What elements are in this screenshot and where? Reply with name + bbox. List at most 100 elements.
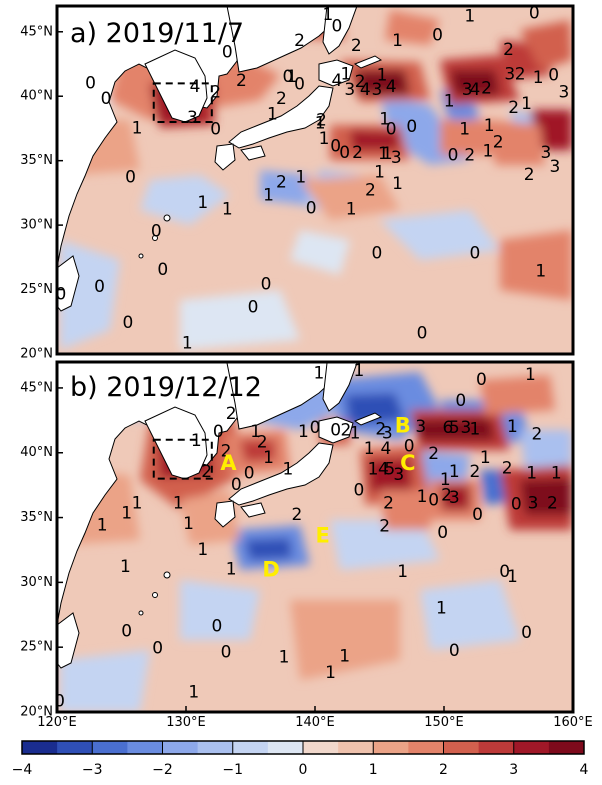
contour-label: 1 — [319, 129, 330, 149]
contour-label: 0 — [330, 136, 341, 156]
contour-label: 1 — [339, 646, 350, 666]
contour-label: 2 — [226, 404, 237, 424]
boxed-region-b — [152, 438, 213, 480]
contour-label: 1 — [313, 364, 324, 384]
y-tick-label: 35°N — [20, 153, 53, 168]
site-label-d: D — [262, 557, 279, 581]
y-tick-label: 30°N — [20, 218, 53, 233]
colorbar-tick-label: 2 — [439, 762, 448, 778]
contour-label: 2 — [493, 133, 504, 153]
contour-label: 0 — [157, 260, 168, 280]
contour-label: 1 — [392, 174, 403, 194]
y-tick-label: 40°N — [20, 89, 53, 104]
contour-label: 2 — [441, 486, 452, 506]
contour-label: 1 — [449, 462, 460, 482]
contour-label: 2 — [292, 505, 303, 525]
contour-label: 1 — [392, 31, 403, 51]
contour-label: 1 — [535, 262, 546, 282]
contour-label: 3 — [461, 418, 472, 438]
contour-label: 2 — [294, 31, 305, 51]
contour-label: 1 — [121, 504, 132, 524]
contour-label: 0 — [221, 642, 232, 662]
x-tick-label: 150°E — [424, 715, 464, 730]
colorbar-bin — [197, 741, 234, 754]
contour-label: 0 — [353, 480, 364, 500]
colorbar-tick-label: −2 — [152, 762, 173, 778]
contour-label: 0 — [261, 274, 272, 294]
colorbar-tick-label: 1 — [369, 762, 378, 778]
contour-label: 0 — [244, 463, 255, 483]
contour-label: 1 — [250, 422, 261, 442]
colorbar-bin — [303, 741, 339, 754]
contour-label: 4 — [190, 77, 201, 97]
contour-label: 2 — [201, 462, 212, 482]
contour-label: 2 — [276, 89, 287, 109]
colorbar-bin — [478, 741, 515, 754]
contour-label: 0 — [432, 26, 443, 46]
contour-label: 0 — [339, 143, 350, 163]
contour-label: 1 — [382, 144, 393, 164]
contour-label: 1 — [551, 463, 562, 483]
contour-label: 2 — [547, 493, 558, 513]
contour-label: 6 — [442, 418, 453, 438]
contour-label: 2 — [236, 71, 247, 91]
contour-label: 1 — [298, 422, 309, 442]
contour-label: 1 — [440, 470, 451, 490]
y-tick-label: 40°N — [20, 445, 53, 460]
contour-label: 0 — [294, 75, 305, 95]
colorbar-bin — [57, 741, 93, 754]
contour-label: 0 — [151, 222, 162, 242]
contour-label: 4 — [381, 439, 392, 459]
site-label-e: E — [316, 524, 330, 548]
contour-label: 2 — [375, 419, 386, 439]
panel-a-title: a) 2019/11/7 — [70, 18, 244, 49]
contour-label: 0 — [94, 277, 105, 297]
site-label-a: A — [220, 451, 237, 475]
colorbar-bin — [513, 741, 550, 754]
colorbar-tick-label: −4 — [12, 762, 33, 778]
contour-label: 0 — [248, 298, 259, 318]
contour-label: 0 — [406, 117, 417, 137]
contour-label: 1 — [322, 5, 333, 25]
contour-label: 0 — [521, 623, 532, 643]
contour-label: 1 — [507, 417, 518, 437]
boxed-region-a — [152, 82, 213, 124]
site-labels-b: A BC D E — [220, 414, 415, 582]
colorbar: −4 −3 −2 −1 0 1 2 3 4 — [12, 740, 589, 778]
contour-label: 2 — [531, 425, 542, 445]
y-tick-label: 30°N — [20, 575, 53, 590]
contour-label: 0 — [470, 243, 481, 263]
contour-label: 2 — [351, 36, 362, 56]
y-axis-a: 20°N 25°N 30°N 35°N 40°N 45°N — [20, 24, 63, 362]
colorbar-bin — [338, 741, 374, 754]
contour-label: 5 — [449, 418, 460, 438]
contour-label: 1 — [315, 113, 326, 133]
contour-label: 1 — [379, 109, 390, 129]
contour-label: 2 — [316, 111, 327, 131]
contour-label: 1 — [470, 419, 481, 439]
colorbar-bin — [267, 741, 304, 754]
contour-label: 0 — [210, 120, 221, 140]
colorbar-tick-label: 0 — [299, 762, 308, 778]
contour-label: 0 — [448, 146, 459, 166]
contour-label: 0 — [417, 323, 428, 343]
contour-label: 3 — [393, 465, 404, 485]
contour-label: 1 — [183, 514, 194, 534]
contour-label: 1 — [97, 515, 108, 535]
colorbar-bin — [127, 741, 163, 754]
contour-label: 1 — [191, 431, 202, 451]
contour-label: 1 — [480, 448, 491, 468]
colorbar-bin — [373, 741, 409, 754]
contour-label: 1 — [286, 67, 297, 87]
contour-label: 0 — [499, 562, 510, 582]
contour-label: 2 — [515, 64, 526, 84]
contour-label: 1 — [350, 423, 361, 443]
contour-label: 3 — [528, 493, 539, 513]
contour-label: 2 — [481, 78, 492, 98]
contour-label: 0 — [332, 17, 343, 37]
contour-label: 0 — [529, 4, 540, 24]
contour-label: 3 — [372, 80, 383, 100]
